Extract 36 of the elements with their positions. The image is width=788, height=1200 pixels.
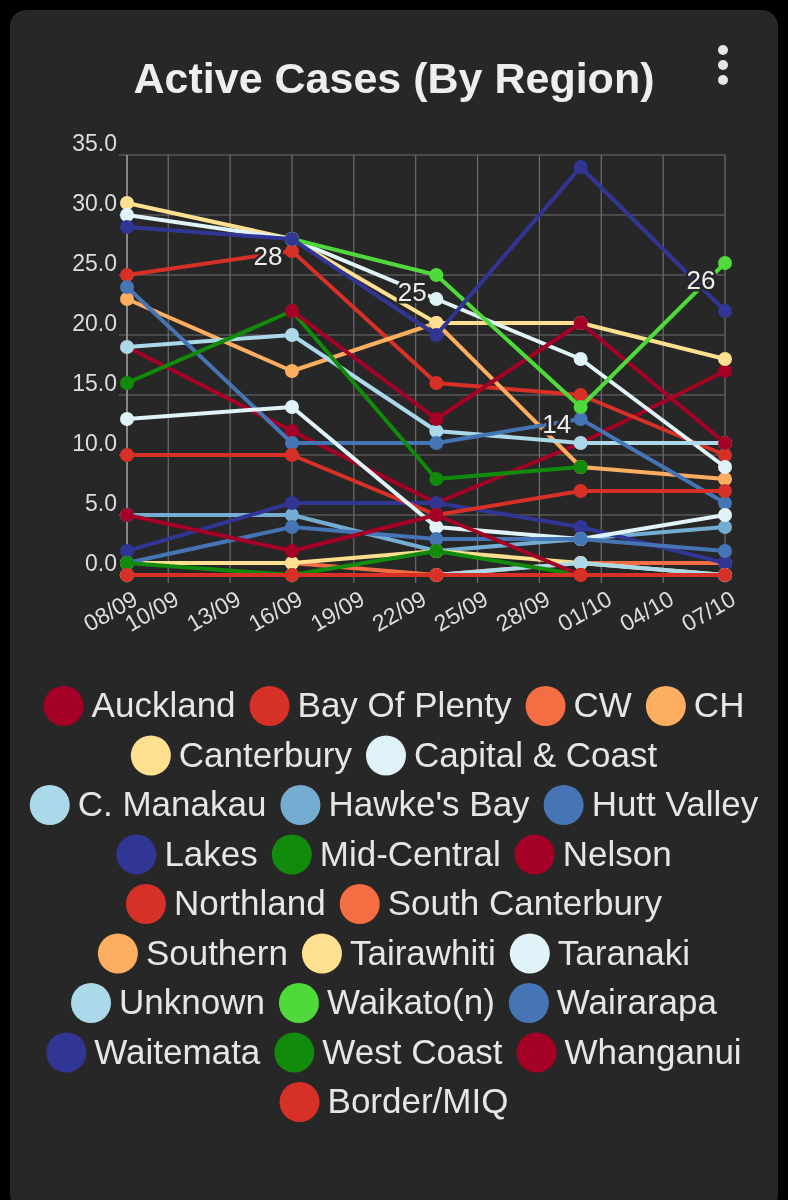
y-tick-label: 30.0 [72, 190, 117, 216]
x-tick-label: 01/10 [553, 585, 617, 637]
legend-label: Lakes [164, 833, 258, 873]
legend-label: Mid-Central [319, 833, 501, 873]
legend-label: Unknown [119, 982, 265, 1021]
legend-label: C. Manakau [77, 784, 267, 823]
y-tick-label: 15.0 [72, 370, 117, 396]
legend-label: CW [573, 685, 632, 724]
legend-label: Canterbury [178, 734, 353, 774]
legend-label: Wairarapa [556, 982, 718, 1021]
legend-label: Whanganui [564, 1031, 742, 1071]
legend-label: Hawke's Bay [328, 784, 531, 823]
legend-label: Taranaki [557, 932, 691, 972]
legend-label: CH [693, 685, 745, 724]
y-tick-label: 20.0 [72, 310, 117, 336]
legend-label: South Canterbury [387, 883, 663, 922]
legend-label: Border/MIQ [327, 1081, 509, 1120]
legend-label: Waitemata [94, 1031, 261, 1071]
y-tick-label: 10.0 [72, 430, 117, 456]
y-tick-label: 0.0 [85, 550, 117, 576]
legend-label: Waikato(n) [326, 982, 495, 1021]
y-tick-label: 5.0 [85, 490, 117, 516]
y-tick-label: 35.0 [72, 130, 117, 156]
legend-label: Auckland [91, 685, 236, 724]
chart-title: Active Cases (By Region) [133, 54, 655, 102]
y-tick-label: 25.0 [72, 250, 117, 276]
x-tick-label: 07/10 [677, 585, 740, 637]
legend-label: Northland [173, 883, 326, 922]
legend-label: Hutt Valley [591, 784, 759, 823]
legend-label: Southern [145, 932, 288, 972]
legend-label: Tairawhiti [349, 932, 496, 972]
legend-label: Bay Of Plenty [297, 685, 513, 724]
legend-label: Capital & Coast [413, 734, 658, 774]
x-tick-label: 04/10 [615, 585, 679, 637]
legend-label: Nelson [562, 833, 672, 873]
legend-label: West Coast [322, 1031, 503, 1071]
